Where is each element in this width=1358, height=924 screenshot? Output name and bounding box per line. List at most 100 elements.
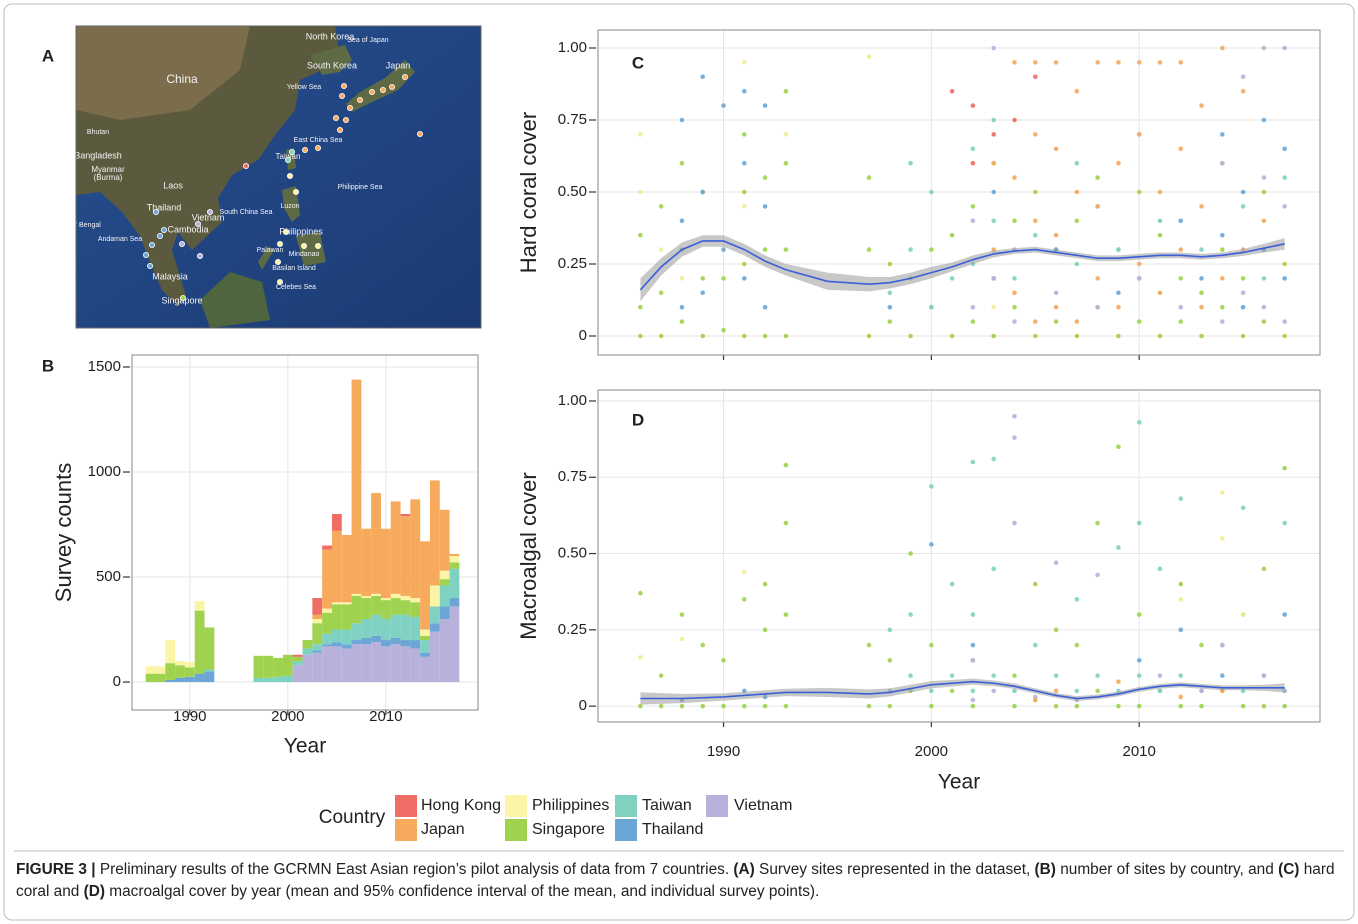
- bar-segment: [361, 638, 371, 644]
- bar-segment: [401, 640, 411, 646]
- survey-point: [1137, 262, 1142, 267]
- bar-segment: [352, 640, 362, 644]
- bar-segment: [293, 665, 303, 682]
- survey-point: [742, 597, 747, 602]
- survey-point: [971, 103, 976, 108]
- survey-point: [1012, 305, 1017, 310]
- survey-point: [971, 658, 976, 663]
- survey-point: [1137, 521, 1142, 526]
- caption-text: Survey sites represented in the dataset,: [755, 861, 1035, 878]
- survey-point: [680, 319, 685, 324]
- survey-point: [742, 190, 747, 195]
- survey-point: [721, 704, 726, 709]
- survey-point: [700, 276, 705, 281]
- survey-point: [887, 262, 892, 267]
- chart: 050010001500199020002010Survey countsYea…: [42, 355, 478, 758]
- survey-point: [1262, 175, 1267, 180]
- survey-point: [1282, 612, 1287, 617]
- survey-point: [638, 233, 643, 238]
- survey-point: [1054, 560, 1059, 565]
- survey-point: [721, 103, 726, 108]
- map-site: [283, 229, 288, 234]
- map-site: [157, 233, 162, 238]
- survey-point: [1178, 60, 1183, 65]
- survey-point: [1012, 118, 1017, 123]
- y-axis-title: Survey counts: [51, 463, 76, 602]
- survey-point: [1262, 673, 1267, 678]
- bar-segment: [322, 646, 332, 682]
- bar-segment: [401, 514, 411, 516]
- bar-segment: [352, 594, 362, 596]
- survey-point: [1262, 118, 1267, 123]
- survey-point: [742, 60, 747, 65]
- survey-point: [1178, 305, 1183, 310]
- survey-point: [1054, 233, 1059, 238]
- x-tick-label: 2010: [369, 708, 402, 725]
- survey-point: [1012, 290, 1017, 295]
- y-tick-label: 0: [113, 673, 121, 690]
- survey-point: [971, 218, 976, 223]
- survey-point: [1033, 132, 1038, 137]
- map-place-label: South Korea: [307, 60, 357, 70]
- map: North KoreaSea of JapanSouth KoreaJapanC…: [71, 26, 481, 328]
- survey-point: [950, 689, 955, 694]
- bar-segment: [440, 579, 450, 585]
- bar-segment: [283, 655, 293, 676]
- bar-segment: [254, 656, 264, 678]
- survey-point: [700, 704, 705, 709]
- plot-background: [598, 30, 1320, 355]
- survey-point: [1220, 673, 1225, 678]
- bar-segment: [332, 602, 342, 604]
- survey-point: [1012, 414, 1017, 419]
- survey-point: [950, 673, 955, 678]
- survey-point: [971, 319, 976, 324]
- survey-point: [1199, 103, 1204, 108]
- survey-point: [1033, 334, 1038, 339]
- map-place-label: Basilan Island: [272, 265, 316, 272]
- map-site: [161, 227, 166, 232]
- survey-point: [1241, 305, 1246, 310]
- map-place-label: Japan: [386, 60, 411, 70]
- survey-point: [784, 704, 789, 709]
- survey-point: [867, 247, 872, 252]
- bar-segment: [450, 554, 460, 556]
- survey-point: [1095, 573, 1100, 578]
- survey-point: [1178, 673, 1183, 678]
- survey-point: [1241, 74, 1246, 79]
- survey-point: [908, 612, 913, 617]
- survey-point: [1220, 536, 1225, 541]
- map-site: [315, 243, 320, 248]
- survey-point: [929, 305, 934, 310]
- survey-point: [1054, 60, 1059, 65]
- survey-point: [1282, 204, 1287, 209]
- bar-segment: [322, 550, 332, 609]
- legend-swatch: [615, 819, 637, 841]
- survey-point: [1199, 704, 1204, 709]
- legend-label: Japan: [421, 821, 465, 838]
- survey-point: [721, 276, 726, 281]
- survey-point: [1220, 247, 1225, 252]
- bar-segment: [420, 630, 430, 636]
- survey-point: [1262, 46, 1267, 51]
- survey-point: [1178, 218, 1183, 223]
- bar-segment: [165, 640, 175, 663]
- survey-point: [1054, 628, 1059, 633]
- survey-point: [1220, 161, 1225, 166]
- legend-label: Vietnam: [734, 797, 792, 814]
- panel-label: A: [42, 46, 54, 65]
- survey-point: [1178, 695, 1183, 700]
- map-place-label: Andaman Sea: [98, 236, 142, 243]
- survey-point: [867, 643, 872, 648]
- map-site: [179, 241, 184, 246]
- map-site: [275, 259, 280, 264]
- survey-point: [1282, 262, 1287, 267]
- panel-label: B: [42, 356, 54, 375]
- survey-point: [1012, 521, 1017, 526]
- bar-segment: [195, 601, 205, 610]
- survey-point: [887, 290, 892, 295]
- survey-point: [971, 704, 976, 709]
- bar-segment: [401, 600, 411, 615]
- survey-point: [1158, 190, 1163, 195]
- bar-segment: [361, 644, 371, 682]
- map-place-label: (Burma): [94, 173, 123, 182]
